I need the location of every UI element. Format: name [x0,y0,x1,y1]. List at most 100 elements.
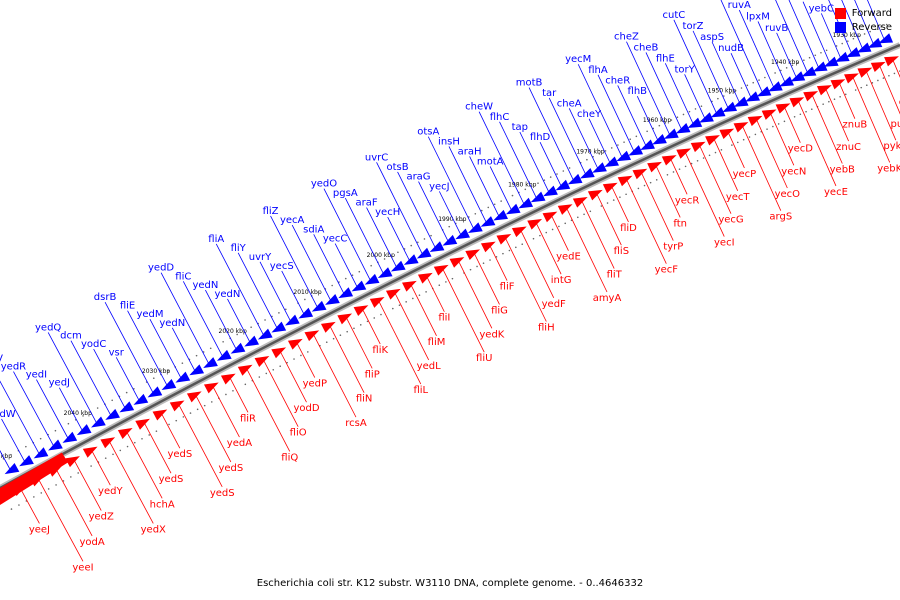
reverse-gene-arrow [756,86,772,97]
forward-gene-arrow [135,418,150,430]
reverse-gene-arrow [298,307,314,319]
reverse-swatch-icon [834,22,846,33]
scale-tick [586,158,588,161]
scale-tick [222,340,224,343]
forward-gene-label: yodD [293,403,319,414]
reverse-gene-arrow [338,287,354,299]
reverse-leader-line [376,162,424,256]
scale-tick [714,151,717,154]
scale-tick [418,294,421,296]
forward-leader-line [426,275,445,312]
scale-tick [893,72,896,75]
scale-tick [397,251,399,254]
reverse-leader-line [387,216,411,262]
forward-gene-arrow [844,73,859,84]
scale-tick [351,274,354,276]
reverse-gene-arrow [733,96,749,107]
scale-tick [820,51,822,54]
scale-tick [869,30,871,33]
forward-gene-label: yedP [303,379,327,390]
scale-tick [583,213,585,216]
reverse-gene-label: yedM [136,309,163,320]
forward-gene-arrow [705,135,720,146]
forward-gene-arrow [353,305,369,317]
scale-tick [606,202,609,204]
reverse-leader-line [645,52,683,131]
reverse-gene-label: ruvB [765,23,788,34]
reverse-leader-line [588,118,611,165]
legend-item-reverse: Reverse [834,22,892,33]
reverse-leader-line [427,136,475,231]
scale-tick [307,351,309,353]
forward-leader-line [655,164,681,218]
reverse-leader-line [0,450,12,471]
scale-tick [734,89,737,92]
forward-gene-label: yecR [675,195,700,206]
reverse-gene-arrow [175,371,191,383]
reverse-leader-line [291,224,332,302]
scale-tick [25,445,27,448]
scale-tick [678,168,681,170]
reverse-gene-arrow [133,393,149,405]
scale-tick [694,108,697,110]
reverse-gene-label: vsr [109,347,125,358]
reverse-gene-arrow [628,145,644,156]
reverse-gene-arrow [455,228,471,240]
scale-tick [487,206,490,209]
forward-gene-label: yedA [227,438,252,449]
forward-leader-line [852,76,891,163]
reverse-gene-arrow [257,328,273,340]
scale-tick [339,334,342,337]
reverse-leader-line [548,97,587,176]
forward-gene-label: yedS [167,449,192,460]
reverse-gene-label: fliE [120,301,135,312]
reverse-gene-label: otsB [387,162,409,173]
reverse-leader-line [344,197,385,276]
reverse-leader-line [626,41,671,137]
forward-gene-label: amyA [593,293,622,304]
reverse-gene-label: dcm [60,331,82,342]
forward-gene-arrow [587,189,603,201]
scale-tick [111,399,113,402]
scale-tick [637,187,640,190]
forward-gene-arrow [203,382,219,394]
scale-tick [617,144,619,146]
forward-leader-line [596,192,622,246]
forward-gene-arrow [82,446,98,458]
forward-gene-label: yebB [830,165,855,176]
forward-gene-label: yecT [726,192,751,203]
reverse-gene-arrow [230,342,246,354]
reverse-gene-arrow [505,203,521,215]
scale-tick [203,404,206,407]
scale-tick [833,98,836,101]
scale-tick [524,188,527,191]
forward-gene-label: purT [891,119,900,130]
reverse-gene-arrow [364,273,380,285]
forward-leader-line [520,229,555,299]
reverse-gene-label: pgsA [333,188,358,199]
scale-tick [803,59,805,62]
forward-gene-label: yecF [655,265,679,276]
reverse-gene-arrow [119,401,135,413]
reverse-gene-label: flhA [588,65,608,76]
scale-label: 1980 kbp [508,182,536,189]
reverse-leader-line [47,332,98,425]
reverse-leader-line [539,142,563,188]
reverse-leader-line [469,156,500,218]
scale-tick [250,326,252,328]
scale-tick [549,176,552,178]
reverse-gene-arrow [493,209,509,221]
scale-tick [495,256,498,258]
scale-tick [358,270,361,273]
scale-tick [752,81,755,84]
scale-label: 2040 kbp [64,410,92,417]
scale-tick [55,484,57,486]
reverse-gene-arrow [161,378,177,390]
reverse-gene-label: cutC [663,10,686,21]
reverse-gene-label: araF [355,198,377,209]
reverse-leader-line [757,21,786,84]
forward-leader-line [195,394,232,463]
scale-tick [469,268,472,271]
scale-tick [370,264,372,267]
